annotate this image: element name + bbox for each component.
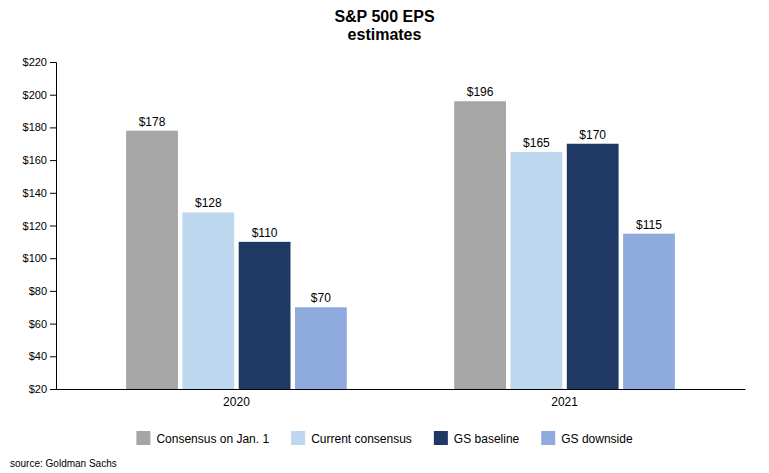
- legend-swatch: [541, 431, 555, 445]
- y-tick: $120: [23, 220, 56, 232]
- legend-swatch: [434, 431, 448, 445]
- x-tick: 2020: [223, 395, 250, 409]
- y-tick: $20: [29, 383, 56, 395]
- y-axis: $20 $40 $60 $80 $100 $120 $140 $160 $180 $200 $220: [23, 56, 57, 395]
- y-tick-mark: [50, 291, 56, 292]
- x-tick-label: 2021: [551, 395, 578, 409]
- y-tick-label: $60: [29, 318, 47, 330]
- data-labels: $178 $196 $128 $165 $110 $170 $70 $115: [139, 85, 663, 305]
- bars: [126, 101, 675, 389]
- legend-item: GS downside: [541, 431, 633, 446]
- y-tick-label: $20: [29, 383, 47, 395]
- y-tick: $80: [29, 285, 56, 297]
- data-label: $128: [195, 196, 222, 210]
- y-tick-mark: [50, 193, 56, 194]
- y-tick-label: $220: [23, 56, 47, 68]
- y-tick-label: $180: [23, 121, 47, 133]
- x-axis: 2020 2021: [57, 390, 746, 409]
- x-axis-line: [57, 389, 746, 390]
- legend-swatch: [291, 431, 305, 445]
- y-tick: $220: [23, 56, 56, 68]
- source-note: source: Goldman Sachs: [10, 458, 117, 469]
- data-label: $196: [467, 85, 494, 99]
- y-tick-mark: [50, 95, 56, 96]
- y-tick: $180: [23, 121, 56, 133]
- chart: S&P 500 EPSestimates $178 $196 $128 $165 $110…: [0, 0, 769, 473]
- bar: [295, 307, 347, 389]
- plot: $178 $196 $128 $165 $110 $170 $70 $115 $20 $40 $60…: [23, 56, 746, 409]
- y-tick-mark: [50, 324, 56, 325]
- bar: [567, 144, 619, 389]
- bar: [126, 131, 178, 389]
- data-label: $165: [523, 136, 550, 150]
- y-tick-label: $140: [23, 187, 47, 199]
- y-tick: $140: [23, 187, 56, 199]
- data-label: $115: [636, 218, 662, 232]
- y-tick-label: $120: [23, 220, 47, 232]
- y-tick-mark: [50, 62, 56, 63]
- y-tick-label: $40: [29, 350, 47, 362]
- bar: [511, 152, 563, 389]
- y-tick: $60: [29, 318, 56, 330]
- y-tick-mark: [50, 226, 56, 227]
- legend-label: Current consensus: [311, 432, 412, 446]
- x-tick-label: 2020: [223, 395, 250, 409]
- bar: [182, 212, 234, 389]
- y-tick-label: $160: [23, 154, 47, 166]
- bar: [454, 101, 506, 389]
- y-tick-mark: [50, 127, 56, 128]
- y-tick-mark: [50, 356, 56, 357]
- y-tick-mark: [50, 160, 56, 161]
- y-tick-mark: [50, 389, 56, 390]
- legend-item: Consensus on Jan. 1: [136, 431, 269, 446]
- y-tick: $100: [23, 252, 56, 264]
- legend-item: Current consensus: [291, 431, 412, 446]
- legend-swatch: [136, 431, 150, 445]
- legend-item: GS baseline: [434, 431, 520, 446]
- data-label: $178: [139, 115, 166, 129]
- legend-label: GS downside: [561, 432, 633, 446]
- x-tick: 2021: [551, 395, 578, 409]
- y-tick-label: $80: [29, 285, 47, 297]
- data-label: $70: [311, 291, 331, 305]
- legend: Consensus on Jan. 1 Current consensus GS b…: [136, 431, 633, 446]
- bar: [239, 242, 291, 389]
- legend-label: GS baseline: [454, 432, 520, 446]
- y-tick: $160: [23, 154, 56, 166]
- data-label: $170: [579, 128, 606, 142]
- title: S&P 500 EPSestimates: [334, 8, 435, 43]
- y-tick: $40: [29, 350, 56, 362]
- y-tick-label: $200: [23, 89, 47, 101]
- y-tick: $200: [23, 89, 56, 101]
- data-label: $110: [252, 226, 278, 240]
- y-tick-label: $100: [23, 252, 47, 264]
- bar: [623, 234, 675, 389]
- y-axis-line: [50, 63, 57, 390]
- legend-label: Consensus on Jan. 1: [156, 432, 269, 446]
- y-tick-mark: [50, 258, 56, 259]
